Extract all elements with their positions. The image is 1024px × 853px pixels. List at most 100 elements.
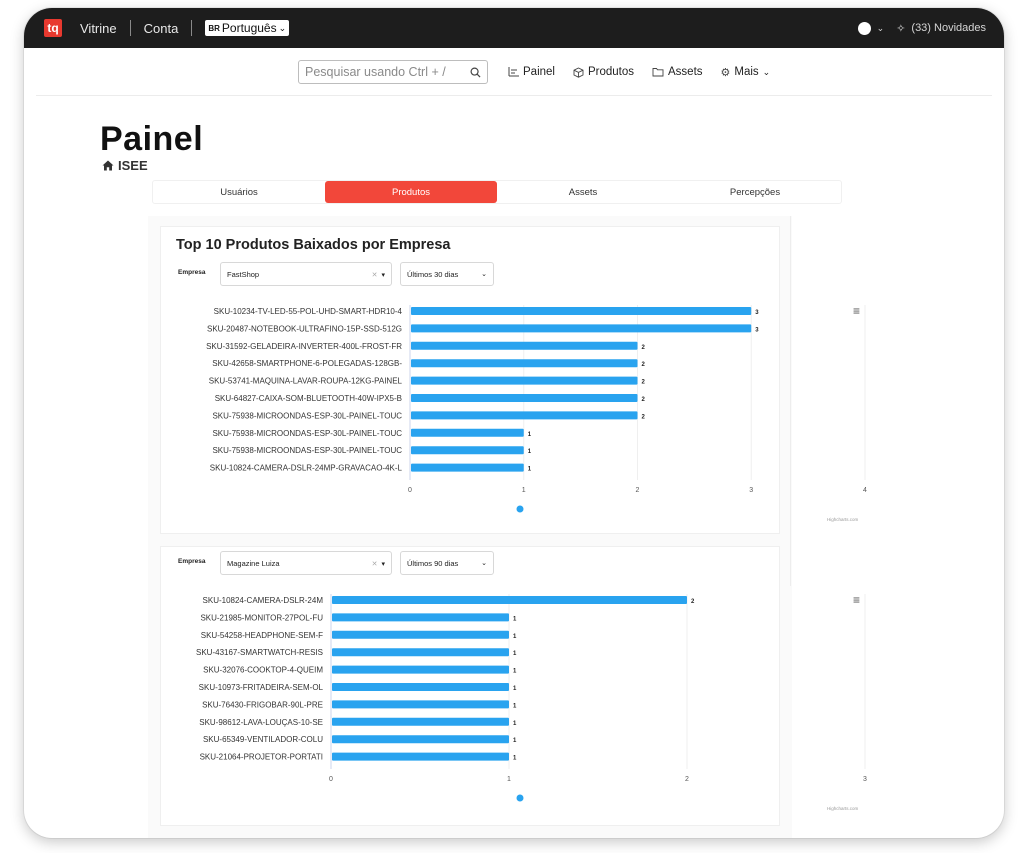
x-tick-label: 3 [749, 487, 753, 494]
chevron-down-icon: ⌄ [762, 66, 771, 77]
nav-painel-label: Painel [523, 66, 555, 78]
bar [411, 411, 638, 420]
folder-icon [652, 68, 664, 77]
y-category-label: SKU-64827-CAIXA-SOM-BLUETOOTH-40W-IPX5-B [215, 394, 402, 403]
section-title: Top 10 Produtos Baixados por Empresa [176, 237, 451, 253]
clear-icon[interactable]: ✕ [371, 271, 378, 279]
period-select[interactable]: Últimos 30 dias ⌄ [400, 262, 494, 286]
divider [191, 20, 193, 36]
bar [411, 446, 524, 455]
caret-down-icon[interactable]: ▾ [381, 560, 385, 568]
data-label: 2 [642, 397, 646, 403]
period-select-value: Últimos 30 dias [407, 269, 459, 279]
home-icon[interactable] [102, 160, 114, 171]
y-category-label: SKU-10824-CAMERA-DSLR-24MP-GRAVACAO-4K-L [210, 464, 403, 473]
chart-card-2 [160, 546, 780, 826]
nav-assets[interactable]: Assets [652, 66, 703, 78]
top-bar: tq Vitrine Conta BR Português ⌄ ⌄ ✧ (33)… [24, 8, 1004, 48]
data-label: 2 [642, 414, 646, 420]
legend-dot [516, 505, 524, 513]
bar-chart-1: 0 1 2 3 4 SKU-10234-TV-LED-55-POL-UHD-SMART-H… [206, 305, 867, 513]
nav-items: Painel Produtos Assets ⚙ Mais ⌄ [508, 60, 770, 84]
y-category-label: SKU-75938-MICROONDAS-ESP-30L-PAINEL-TOUC [212, 446, 402, 455]
top-right-controls: ⌄ ✧ (33) Novidades [857, 8, 986, 48]
search-icon[interactable] [470, 67, 481, 78]
bar [411, 463, 524, 472]
chart-credits[interactable]: Highcharts.com [827, 806, 859, 811]
y-category-label: SKU-20487-NOTEBOOK-ULTRAFINO-15P-SSD-512… [207, 324, 402, 333]
nav-produtos[interactable]: Produtos [573, 66, 634, 78]
bar [411, 428, 524, 437]
main-navbar: Pesquisar usando Ctrl + / Painel Produto… [36, 48, 992, 96]
chart-credits[interactable]: Highcharts.com [827, 517, 859, 522]
company-select-value: FastShop [227, 269, 260, 279]
breadcrumb-label[interactable]: ISEE [118, 158, 148, 173]
bar [411, 376, 638, 385]
company-filter-label: Empresa [178, 558, 206, 565]
y-category-label: SKU-10234-TV-LED-55-POL-UHD-SMART-HDR10-… [214, 307, 403, 316]
search-input[interactable]: Pesquisar usando Ctrl + / [298, 60, 488, 84]
tab-percepcoes[interactable]: Percepções [729, 186, 781, 198]
conta-link[interactable]: Conta [143, 20, 179, 36]
company-select-value: Magazine Luiza [227, 558, 280, 568]
x-tick-label: 4 [863, 487, 867, 494]
clear-icon[interactable]: ✕ [371, 560, 378, 568]
updates-link[interactable]: (33) Novidades [911, 22, 986, 34]
dashboard-tabs: Usuários Produtos Assets Percepções [152, 180, 842, 204]
bar [411, 359, 638, 368]
avatar[interactable] [857, 21, 871, 35]
chart-icon [508, 67, 519, 77]
data-label: 2 [642, 362, 646, 368]
bar [411, 394, 638, 402]
flag-br: BR [208, 23, 220, 33]
chevron-down-icon[interactable]: ⌄ [876, 22, 885, 33]
x-tick-label: 1 [522, 487, 526, 494]
x-tick-label: 0 [408, 487, 412, 494]
nav-mais[interactable]: ⚙ Mais ⌄ [721, 66, 771, 79]
y-category-label: SKU-75938-MICROONDAS-ESP-30L-PAINEL-TOUC [212, 411, 402, 420]
data-label: 2 [642, 380, 646, 386]
language-select[interactable]: BR Português ⌄ [205, 20, 290, 36]
breadcrumb: ISEE [102, 158, 148, 173]
page-title: Painel [100, 120, 204, 158]
vitrine-link[interactable]: Vitrine [80, 20, 117, 36]
nav-painel[interactable]: Painel [508, 66, 555, 78]
brand-logo[interactable]: tq [44, 19, 62, 37]
caret-down-icon[interactable]: ▾ [381, 271, 385, 279]
x-tick-label: 2 [636, 487, 640, 494]
box-icon [573, 66, 584, 78]
y-category-label: SKU-42658-SMARTPHONE-6-POLEGADAS-128GB- [212, 359, 402, 368]
chevron-down-icon: ⌄ [481, 560, 487, 567]
period-select-value: Últimos 90 dias [407, 558, 459, 568]
company-filter-label: Empresa [178, 269, 206, 276]
y-category-label: SKU-31592-GELADEIRA-INVERTER-400L-FROST-… [206, 342, 402, 351]
data-label: 1 [528, 432, 532, 438]
chart-menu-icon[interactable]: ≡ [853, 593, 861, 607]
language-label: Português [221, 21, 277, 35]
bar [411, 307, 752, 315]
data-label: 1 [528, 467, 532, 473]
period-select[interactable]: Últimos 90 dias ⌄ [400, 551, 494, 575]
data-label: 2 [642, 345, 646, 351]
nav-assets-label: Assets [668, 66, 703, 78]
gear-icon: ⚙ [720, 66, 731, 79]
app-window: tq Vitrine Conta BR Português ⌄ ⌄ ✧ (33)… [24, 8, 1004, 838]
chevron-down-icon: ⌄ [481, 271, 487, 278]
data-label: 3 [755, 327, 759, 333]
search-placeholder: Pesquisar usando Ctrl + / [305, 65, 446, 79]
tab-usuarios[interactable]: Usuários [220, 186, 258, 198]
company-select[interactable]: Magazine Luiza ✕ ▾ [220, 551, 392, 575]
tab-assets[interactable]: Assets [568, 186, 598, 198]
bar [411, 324, 752, 333]
column-divider [790, 216, 791, 586]
data-label: 3 [755, 310, 759, 316]
y-category-label: SKU-75938-MICROONDAS-ESP-30L-PAINEL-TOUC [212, 429, 402, 438]
divider [129, 20, 131, 36]
sparkle-icon: ✧ [896, 22, 906, 35]
chart-menu-icon[interactable]: ≡ [853, 304, 861, 318]
y-category-label: SKU-53741-MAQUINA-LAVAR-ROUPA-12KG-PAINE… [209, 377, 403, 386]
company-select[interactable]: FastShop ✕ ▾ [220, 262, 392, 286]
data-label: 1 [528, 449, 532, 455]
tab-produtos[interactable]: Produtos [325, 181, 497, 203]
nav-mais-label: Mais [734, 66, 759, 78]
